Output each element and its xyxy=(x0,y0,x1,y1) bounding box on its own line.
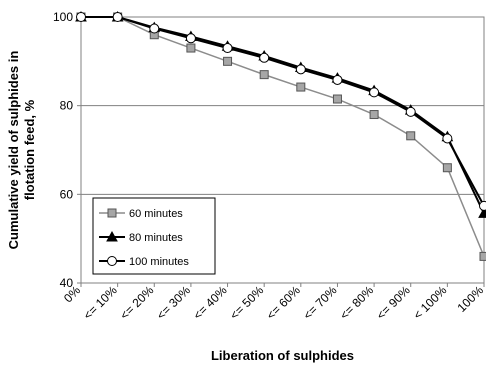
legend-circle-marker xyxy=(107,256,117,266)
data-point-circle-marker xyxy=(222,43,233,54)
series-group xyxy=(75,10,486,261)
data-point-square-marker xyxy=(186,43,196,53)
legend-square-marker xyxy=(107,208,117,218)
data-point-square-marker xyxy=(223,56,233,66)
series-1 xyxy=(76,12,486,261)
x-tick-label: <= 80% xyxy=(337,283,376,322)
x-tick-label: <= 10% xyxy=(81,283,120,322)
series-1-line xyxy=(81,16,485,257)
data-point-circle-marker xyxy=(76,12,86,22)
y-tick-label: 60 xyxy=(60,187,74,201)
data-point-square-marker xyxy=(369,110,379,120)
y-tick-label: 100 xyxy=(53,10,73,24)
data-point-circle-marker xyxy=(259,52,270,63)
series-2 xyxy=(75,10,486,218)
x-axis-title: Liberation of sulphides xyxy=(211,348,354,363)
legend-label: 80 minutes xyxy=(129,232,183,244)
x-axis: 0%<= 10%<= 20%<= 30%<= 40%<= 50%<= 60%<=… xyxy=(61,283,486,322)
data-point-square-marker xyxy=(406,131,416,141)
x-tick-label: <= 30% xyxy=(154,283,193,322)
data-point-circle-marker xyxy=(185,33,196,44)
data-point-circle-marker xyxy=(405,106,416,117)
data-point-circle-marker xyxy=(442,133,453,144)
legend: 60 minutes 80 minutes 100 minutes xyxy=(92,197,216,275)
legend-triangle-marker xyxy=(106,230,118,242)
data-point-square-marker xyxy=(259,70,269,80)
grid xyxy=(81,105,484,195)
x-tick-label: <= 90% xyxy=(374,283,413,322)
series-2-line xyxy=(81,16,485,214)
data-point-square-marker xyxy=(479,251,486,261)
data-point-square-marker xyxy=(332,94,342,104)
data-point-square-marker xyxy=(442,163,452,173)
y-axis-title-line-1: Cumulative yield of sulphides in xyxy=(6,51,21,250)
legend-label: 100 minutes xyxy=(129,256,189,268)
data-point-circle-marker xyxy=(149,23,160,34)
legend-label: 60 minutes xyxy=(129,208,183,220)
x-tick-label: <= 40% xyxy=(191,283,230,322)
data-point-square-marker xyxy=(296,82,306,92)
x-tick-label: < 100% xyxy=(411,283,450,322)
y-tick-label: 40 xyxy=(60,276,74,290)
data-point-circle-marker xyxy=(112,12,123,22)
data-point-circle-marker xyxy=(295,64,306,75)
x-tick-label: <= 20% xyxy=(117,283,156,322)
data-point-circle-marker xyxy=(332,74,343,85)
y-axis: 40 60 80 100 xyxy=(53,10,81,290)
x-tick-label: <= 50% xyxy=(227,283,266,322)
series-3-line xyxy=(81,16,485,207)
series-3 xyxy=(76,12,486,211)
data-point-circle-marker xyxy=(369,87,380,98)
y-tick-label: 80 xyxy=(60,99,74,113)
x-tick-label: <= 60% xyxy=(264,283,303,322)
x-tick-label: <= 70% xyxy=(300,283,339,322)
data-point-circle-marker xyxy=(479,200,486,211)
plot-area xyxy=(80,16,485,284)
x-tick-label: 100% xyxy=(455,283,486,315)
y-axis-title-line-2: flotation feed, % xyxy=(22,99,37,200)
